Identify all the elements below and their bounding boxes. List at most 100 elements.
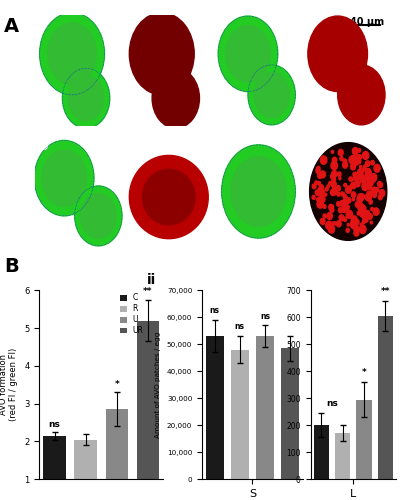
Bar bbox=[206, 336, 224, 480]
Circle shape bbox=[354, 176, 358, 182]
Circle shape bbox=[357, 175, 361, 180]
Bar bbox=[44, 436, 66, 500]
Circle shape bbox=[372, 192, 377, 198]
Circle shape bbox=[346, 228, 349, 232]
Circle shape bbox=[62, 68, 110, 128]
Circle shape bbox=[379, 190, 385, 196]
Circle shape bbox=[368, 214, 372, 220]
Bar bbox=[256, 336, 274, 480]
Circle shape bbox=[346, 206, 349, 209]
Circle shape bbox=[248, 65, 295, 125]
Circle shape bbox=[351, 192, 356, 198]
Circle shape bbox=[339, 208, 343, 213]
Circle shape bbox=[357, 159, 361, 164]
Circle shape bbox=[356, 157, 359, 160]
Circle shape bbox=[379, 195, 382, 200]
Circle shape bbox=[75, 186, 122, 246]
Circle shape bbox=[351, 178, 354, 180]
Circle shape bbox=[358, 208, 364, 215]
Circle shape bbox=[357, 154, 362, 160]
Circle shape bbox=[318, 188, 323, 194]
Circle shape bbox=[129, 12, 194, 95]
Circle shape bbox=[366, 163, 369, 166]
Circle shape bbox=[347, 187, 349, 190]
Circle shape bbox=[364, 165, 366, 168]
Circle shape bbox=[333, 168, 336, 170]
Circle shape bbox=[357, 196, 363, 202]
Circle shape bbox=[372, 177, 375, 180]
Circle shape bbox=[370, 221, 372, 224]
Circle shape bbox=[353, 156, 356, 161]
Circle shape bbox=[358, 203, 364, 211]
Circle shape bbox=[341, 200, 348, 207]
Circle shape bbox=[374, 164, 380, 172]
Circle shape bbox=[369, 200, 372, 204]
Circle shape bbox=[322, 190, 325, 193]
Circle shape bbox=[320, 218, 325, 224]
Text: ns: ns bbox=[235, 322, 245, 332]
Circle shape bbox=[317, 166, 320, 170]
Circle shape bbox=[345, 186, 351, 193]
Circle shape bbox=[365, 194, 371, 201]
Circle shape bbox=[331, 150, 334, 154]
Circle shape bbox=[370, 176, 375, 182]
Circle shape bbox=[378, 182, 381, 186]
Circle shape bbox=[338, 150, 343, 156]
Circle shape bbox=[327, 212, 332, 220]
Circle shape bbox=[366, 210, 369, 216]
Circle shape bbox=[330, 205, 333, 209]
Circle shape bbox=[349, 177, 352, 181]
Y-axis label: AVO formation
(red FI / green FI): AVO formation (red FI / green FI) bbox=[0, 348, 19, 422]
Circle shape bbox=[316, 168, 320, 173]
Circle shape bbox=[40, 12, 105, 95]
Circle shape bbox=[343, 159, 347, 164]
Circle shape bbox=[367, 184, 371, 190]
Circle shape bbox=[342, 192, 345, 196]
Circle shape bbox=[355, 202, 360, 207]
Circle shape bbox=[345, 164, 347, 166]
Circle shape bbox=[346, 210, 353, 218]
Circle shape bbox=[347, 224, 349, 226]
Text: ns: ns bbox=[260, 312, 270, 320]
Circle shape bbox=[337, 202, 340, 206]
Circle shape bbox=[326, 222, 331, 229]
Circle shape bbox=[365, 170, 371, 177]
Circle shape bbox=[338, 188, 340, 191]
Bar bbox=[335, 434, 350, 480]
Circle shape bbox=[362, 182, 368, 190]
Circle shape bbox=[309, 142, 387, 240]
Circle shape bbox=[318, 182, 320, 185]
Circle shape bbox=[331, 222, 334, 226]
Circle shape bbox=[218, 16, 278, 92]
Y-axis label: Amount of AVO patches / egg: Amount of AVO patches / egg bbox=[156, 332, 161, 438]
Circle shape bbox=[320, 171, 326, 178]
Bar bbox=[74, 440, 97, 500]
Ellipse shape bbox=[143, 170, 195, 225]
Circle shape bbox=[364, 218, 367, 222]
Text: *: * bbox=[362, 368, 366, 378]
Text: ii: ii bbox=[147, 272, 156, 286]
Circle shape bbox=[337, 220, 341, 227]
Circle shape bbox=[330, 190, 335, 196]
Text: 40 μm: 40 μm bbox=[350, 18, 384, 28]
Circle shape bbox=[343, 194, 347, 199]
Circle shape bbox=[319, 186, 324, 191]
Circle shape bbox=[317, 200, 324, 208]
Circle shape bbox=[351, 182, 356, 188]
Circle shape bbox=[371, 176, 376, 182]
Circle shape bbox=[352, 148, 358, 154]
Circle shape bbox=[365, 168, 369, 173]
Circle shape bbox=[360, 223, 363, 227]
Bar bbox=[137, 320, 159, 500]
Circle shape bbox=[315, 190, 320, 196]
Circle shape bbox=[358, 169, 363, 176]
Circle shape bbox=[343, 217, 347, 222]
Circle shape bbox=[361, 194, 364, 199]
Circle shape bbox=[344, 184, 347, 187]
Circle shape bbox=[360, 175, 366, 183]
Bar bbox=[281, 348, 299, 480]
Circle shape bbox=[351, 218, 357, 226]
Text: U: U bbox=[40, 142, 48, 152]
Circle shape bbox=[355, 180, 360, 187]
Circle shape bbox=[359, 176, 362, 179]
